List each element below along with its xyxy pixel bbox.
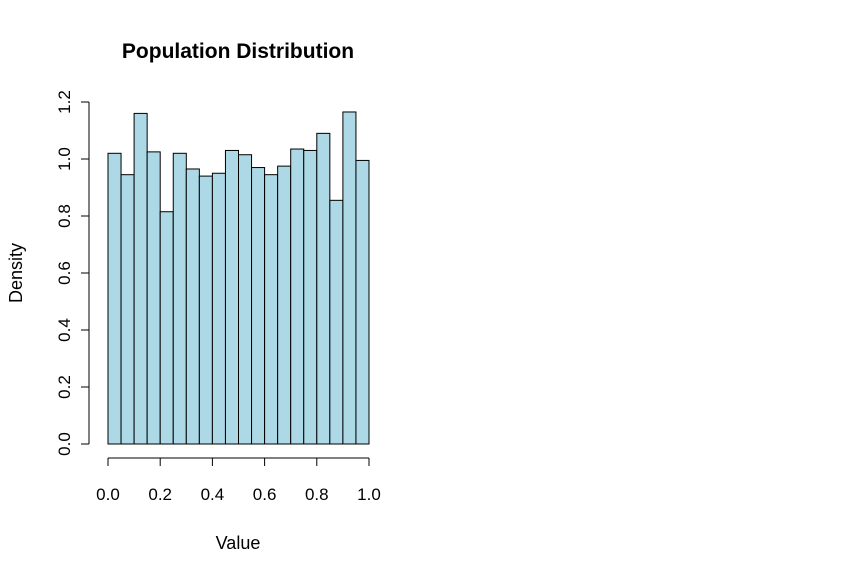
histogram-bar [146, 151, 161, 445]
histogram-bar [159, 211, 174, 445]
histogram-bar [107, 152, 122, 445]
y-tick-label: 0.8 [55, 204, 74, 228]
histogram-bar [238, 154, 253, 445]
x-tick-label: 0.8 [305, 485, 329, 504]
histogram-bar [133, 112, 148, 445]
histogram-bar [172, 152, 187, 445]
histogram-bar [277, 165, 292, 445]
y-tick-label: 0.4 [55, 318, 74, 342]
histogram-bar [290, 148, 305, 445]
y-tick-label: 1.2 [55, 90, 74, 114]
y-axis-label: Density [6, 243, 26, 303]
y-tick-label: 0.0 [55, 432, 74, 456]
x-tick-label: 0.0 [96, 485, 120, 504]
y-tick-label: 0.2 [55, 375, 74, 399]
histogram-bar [211, 172, 226, 445]
chart-title: Population Distribution [122, 40, 354, 63]
histogram-bar [224, 149, 239, 445]
x-axis: 0.0 0.2 0.4 0.6 0.8 1.0 [96, 457, 381, 504]
histogram-bar [251, 167, 266, 445]
y-tick-label: 1.0 [55, 147, 74, 171]
y-tick-label: 0.6 [55, 261, 74, 285]
histogram-bar [329, 199, 344, 445]
histogram-bar [185, 168, 200, 445]
histogram-bar [303, 149, 318, 445]
x-tick-label: 0.2 [148, 485, 172, 504]
histogram-bar [355, 159, 370, 445]
x-tick-label: 0.4 [201, 485, 225, 504]
histogram-bar [264, 174, 279, 445]
x-tick-label: 0.6 [253, 485, 277, 504]
histogram-bar [120, 174, 135, 445]
x-axis-label: Value [216, 533, 261, 553]
y-axis: 0.0 0.2 0.4 0.6 0.8 1.0 1.2 [55, 90, 90, 456]
histogram-bar [198, 175, 213, 445]
histogram-bar [316, 132, 331, 445]
histogram-bar [342, 111, 357, 445]
x-tick-label: 1.0 [357, 485, 381, 504]
bars-group [107, 111, 370, 445]
